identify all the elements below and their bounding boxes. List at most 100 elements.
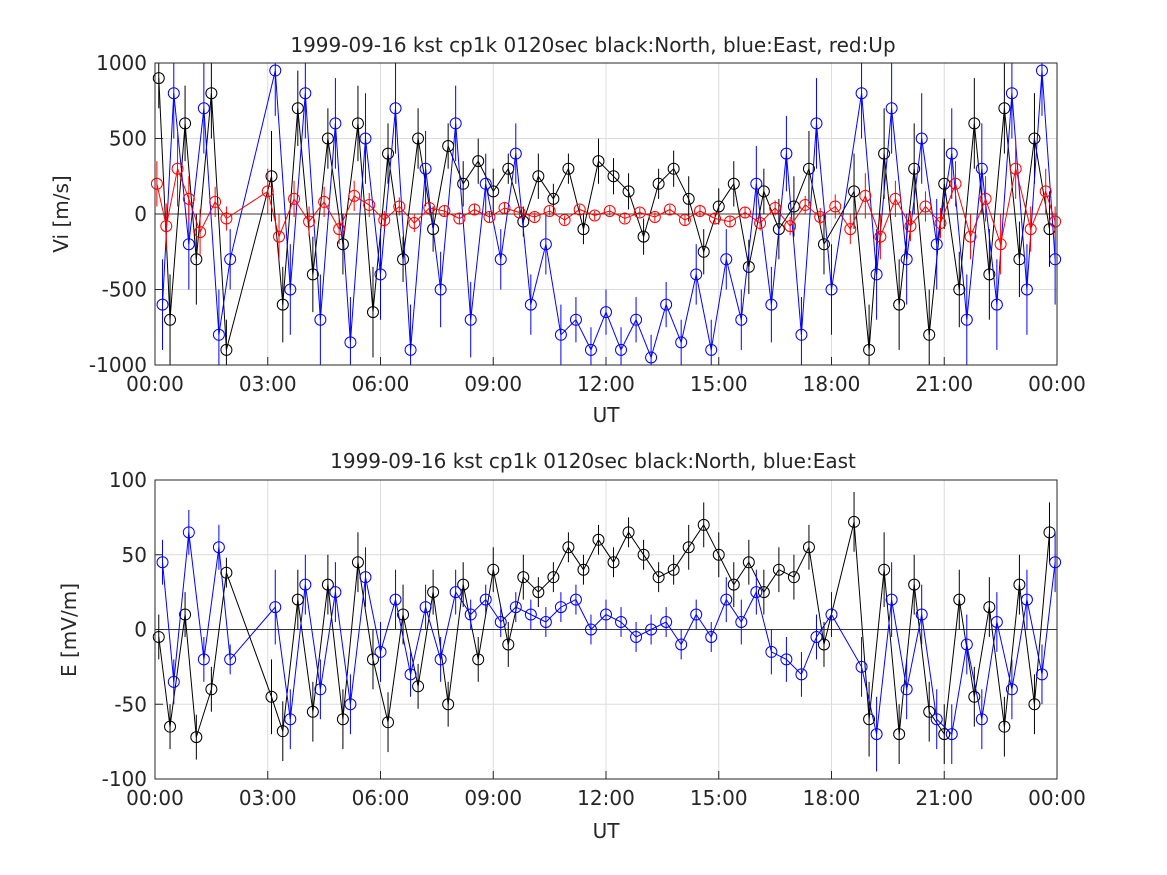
velocity-data-point bbox=[197, 102, 210, 115]
velocity-data-point bbox=[194, 226, 207, 239]
velocity-data-point bbox=[382, 147, 395, 160]
electric-field-x-axis-label: UT bbox=[593, 819, 621, 843]
velocity-data-point bbox=[359, 132, 372, 145]
velocity-data-point bbox=[288, 192, 301, 205]
velocity-data-point bbox=[569, 313, 582, 326]
electric-field-x-tick-label: 06:00 bbox=[352, 786, 410, 810]
velocity-x-tick-label: 09:00 bbox=[464, 372, 522, 396]
electric-field-series-layer bbox=[152, 491, 1062, 772]
velocity-data-point bbox=[299, 87, 312, 100]
electric-field-data-point bbox=[404, 668, 417, 681]
electric-field-data-point bbox=[757, 586, 770, 599]
velocity-chart-title: 1999-09-16 kst cp1k 0120sec black:North,… bbox=[290, 33, 895, 57]
electric-field-data-point bbox=[945, 728, 958, 741]
velocity-data-point bbox=[539, 238, 552, 251]
electric-field-data-point bbox=[765, 645, 778, 658]
velocity-data-point bbox=[919, 200, 932, 213]
velocity-data-point bbox=[182, 238, 195, 251]
electric-field-data-point bbox=[479, 593, 492, 606]
velocity-data-point bbox=[814, 211, 827, 224]
electric-field-data-point bbox=[167, 675, 180, 688]
velocity-data-point bbox=[975, 162, 988, 175]
velocity-data-point bbox=[622, 185, 635, 198]
velocity-series-2 bbox=[150, 130, 1062, 275]
velocity-data-point bbox=[209, 195, 222, 208]
velocity-data-point bbox=[348, 189, 361, 202]
electric-field-y-tick-label: -50 bbox=[114, 692, 147, 716]
electric-field-data-point bbox=[652, 571, 665, 584]
electric-field-data-point bbox=[953, 593, 966, 606]
electric-field-data-point bbox=[179, 608, 192, 621]
velocity-data-point bbox=[757, 185, 770, 198]
velocity-data-point bbox=[224, 253, 237, 266]
electric-field-data-point bbox=[780, 653, 793, 666]
velocity-data-point bbox=[829, 200, 842, 213]
velocity-data-point bbox=[739, 206, 752, 219]
electric-field-data-point bbox=[998, 720, 1011, 733]
velocity-data-point bbox=[998, 102, 1011, 115]
electric-field-data-point bbox=[182, 526, 195, 539]
electric-field-y-ticks: -100 -50 0 50 100 bbox=[102, 468, 163, 791]
velocity-data-point bbox=[344, 336, 357, 349]
velocity-data-point bbox=[615, 343, 628, 356]
electric-field-data-point bbox=[427, 586, 440, 599]
electric-field-data-point bbox=[930, 713, 943, 726]
velocity-data-point bbox=[160, 220, 173, 233]
velocity-data-point bbox=[893, 298, 906, 311]
velocity-data-point bbox=[479, 177, 492, 190]
electric-field-chart-title: 1999-09-16 kst cp1k 0120sec black:North,… bbox=[330, 449, 856, 473]
velocity-x-tick-label: 12:00 bbox=[577, 372, 635, 396]
electric-field-data-point bbox=[464, 608, 477, 621]
velocity-data-point bbox=[964, 230, 977, 243]
electric-field-data-point bbox=[284, 713, 297, 726]
electric-field-data-point bbox=[224, 653, 237, 666]
velocity-data-point bbox=[265, 170, 278, 183]
velocity-data-point bbox=[1024, 223, 1037, 236]
electric-field-data-point bbox=[412, 680, 425, 693]
velocity-x-tick-label: 21:00 bbox=[915, 372, 973, 396]
electric-field-data-point bbox=[532, 586, 545, 599]
velocity-data-point bbox=[784, 220, 797, 233]
velocity-data-point bbox=[795, 328, 808, 341]
electric-field-data-point bbox=[374, 645, 387, 658]
velocity-data-point bbox=[468, 203, 481, 216]
electric-field-data-point bbox=[1028, 698, 1041, 711]
velocity-data-point bbox=[509, 147, 522, 160]
velocity-data-point bbox=[990, 298, 1003, 311]
electric-field-data-point bbox=[885, 593, 898, 606]
electric-field-data-point bbox=[645, 623, 658, 636]
velocity-data-point bbox=[772, 223, 785, 236]
electric-field-y-axis-label: E [mV/m] bbox=[57, 583, 81, 677]
velocity-data-point bbox=[720, 253, 733, 266]
electric-field-data-point bbox=[382, 716, 395, 729]
electric-field-data-point bbox=[524, 608, 537, 621]
electric-field-data-point bbox=[1013, 578, 1026, 591]
electric-field-data-point bbox=[442, 698, 455, 711]
velocity-data-point bbox=[498, 201, 511, 214]
electric-field-data-point bbox=[449, 586, 462, 599]
velocity-x-ticks: 00:00 03:00 06:00 09:00 12:00 15:00 18:00 21:00… bbox=[126, 357, 1086, 396]
velocity-data-point bbox=[817, 238, 830, 251]
velocity-data-point bbox=[273, 230, 286, 243]
velocity-data-point bbox=[434, 283, 447, 296]
velocity-data-point bbox=[1035, 64, 1048, 77]
velocity-data-point bbox=[513, 206, 526, 219]
electric-field-data-point bbox=[269, 601, 282, 614]
velocity-data-point bbox=[423, 201, 436, 214]
electric-field-data-point bbox=[630, 630, 643, 643]
velocity-data-point bbox=[321, 132, 334, 145]
electric-field-data-point bbox=[554, 601, 567, 614]
velocity-data-point bbox=[592, 155, 605, 168]
velocity-data-point bbox=[904, 220, 917, 233]
velocity-data-point bbox=[960, 313, 973, 326]
velocity-x-tick-label: 18:00 bbox=[803, 372, 861, 396]
velocity-data-point bbox=[682, 192, 695, 205]
velocity-data-point bbox=[618, 212, 631, 225]
electric-field-data-point bbox=[893, 728, 906, 741]
velocity-data-point bbox=[378, 214, 391, 227]
electric-field-data-point bbox=[675, 638, 688, 651]
electric-field-data-point bbox=[1020, 593, 1033, 606]
electric-field-data-point bbox=[502, 638, 515, 651]
velocity-y-tick-label: -500 bbox=[102, 278, 147, 302]
electric-field-data-point bbox=[190, 731, 203, 744]
